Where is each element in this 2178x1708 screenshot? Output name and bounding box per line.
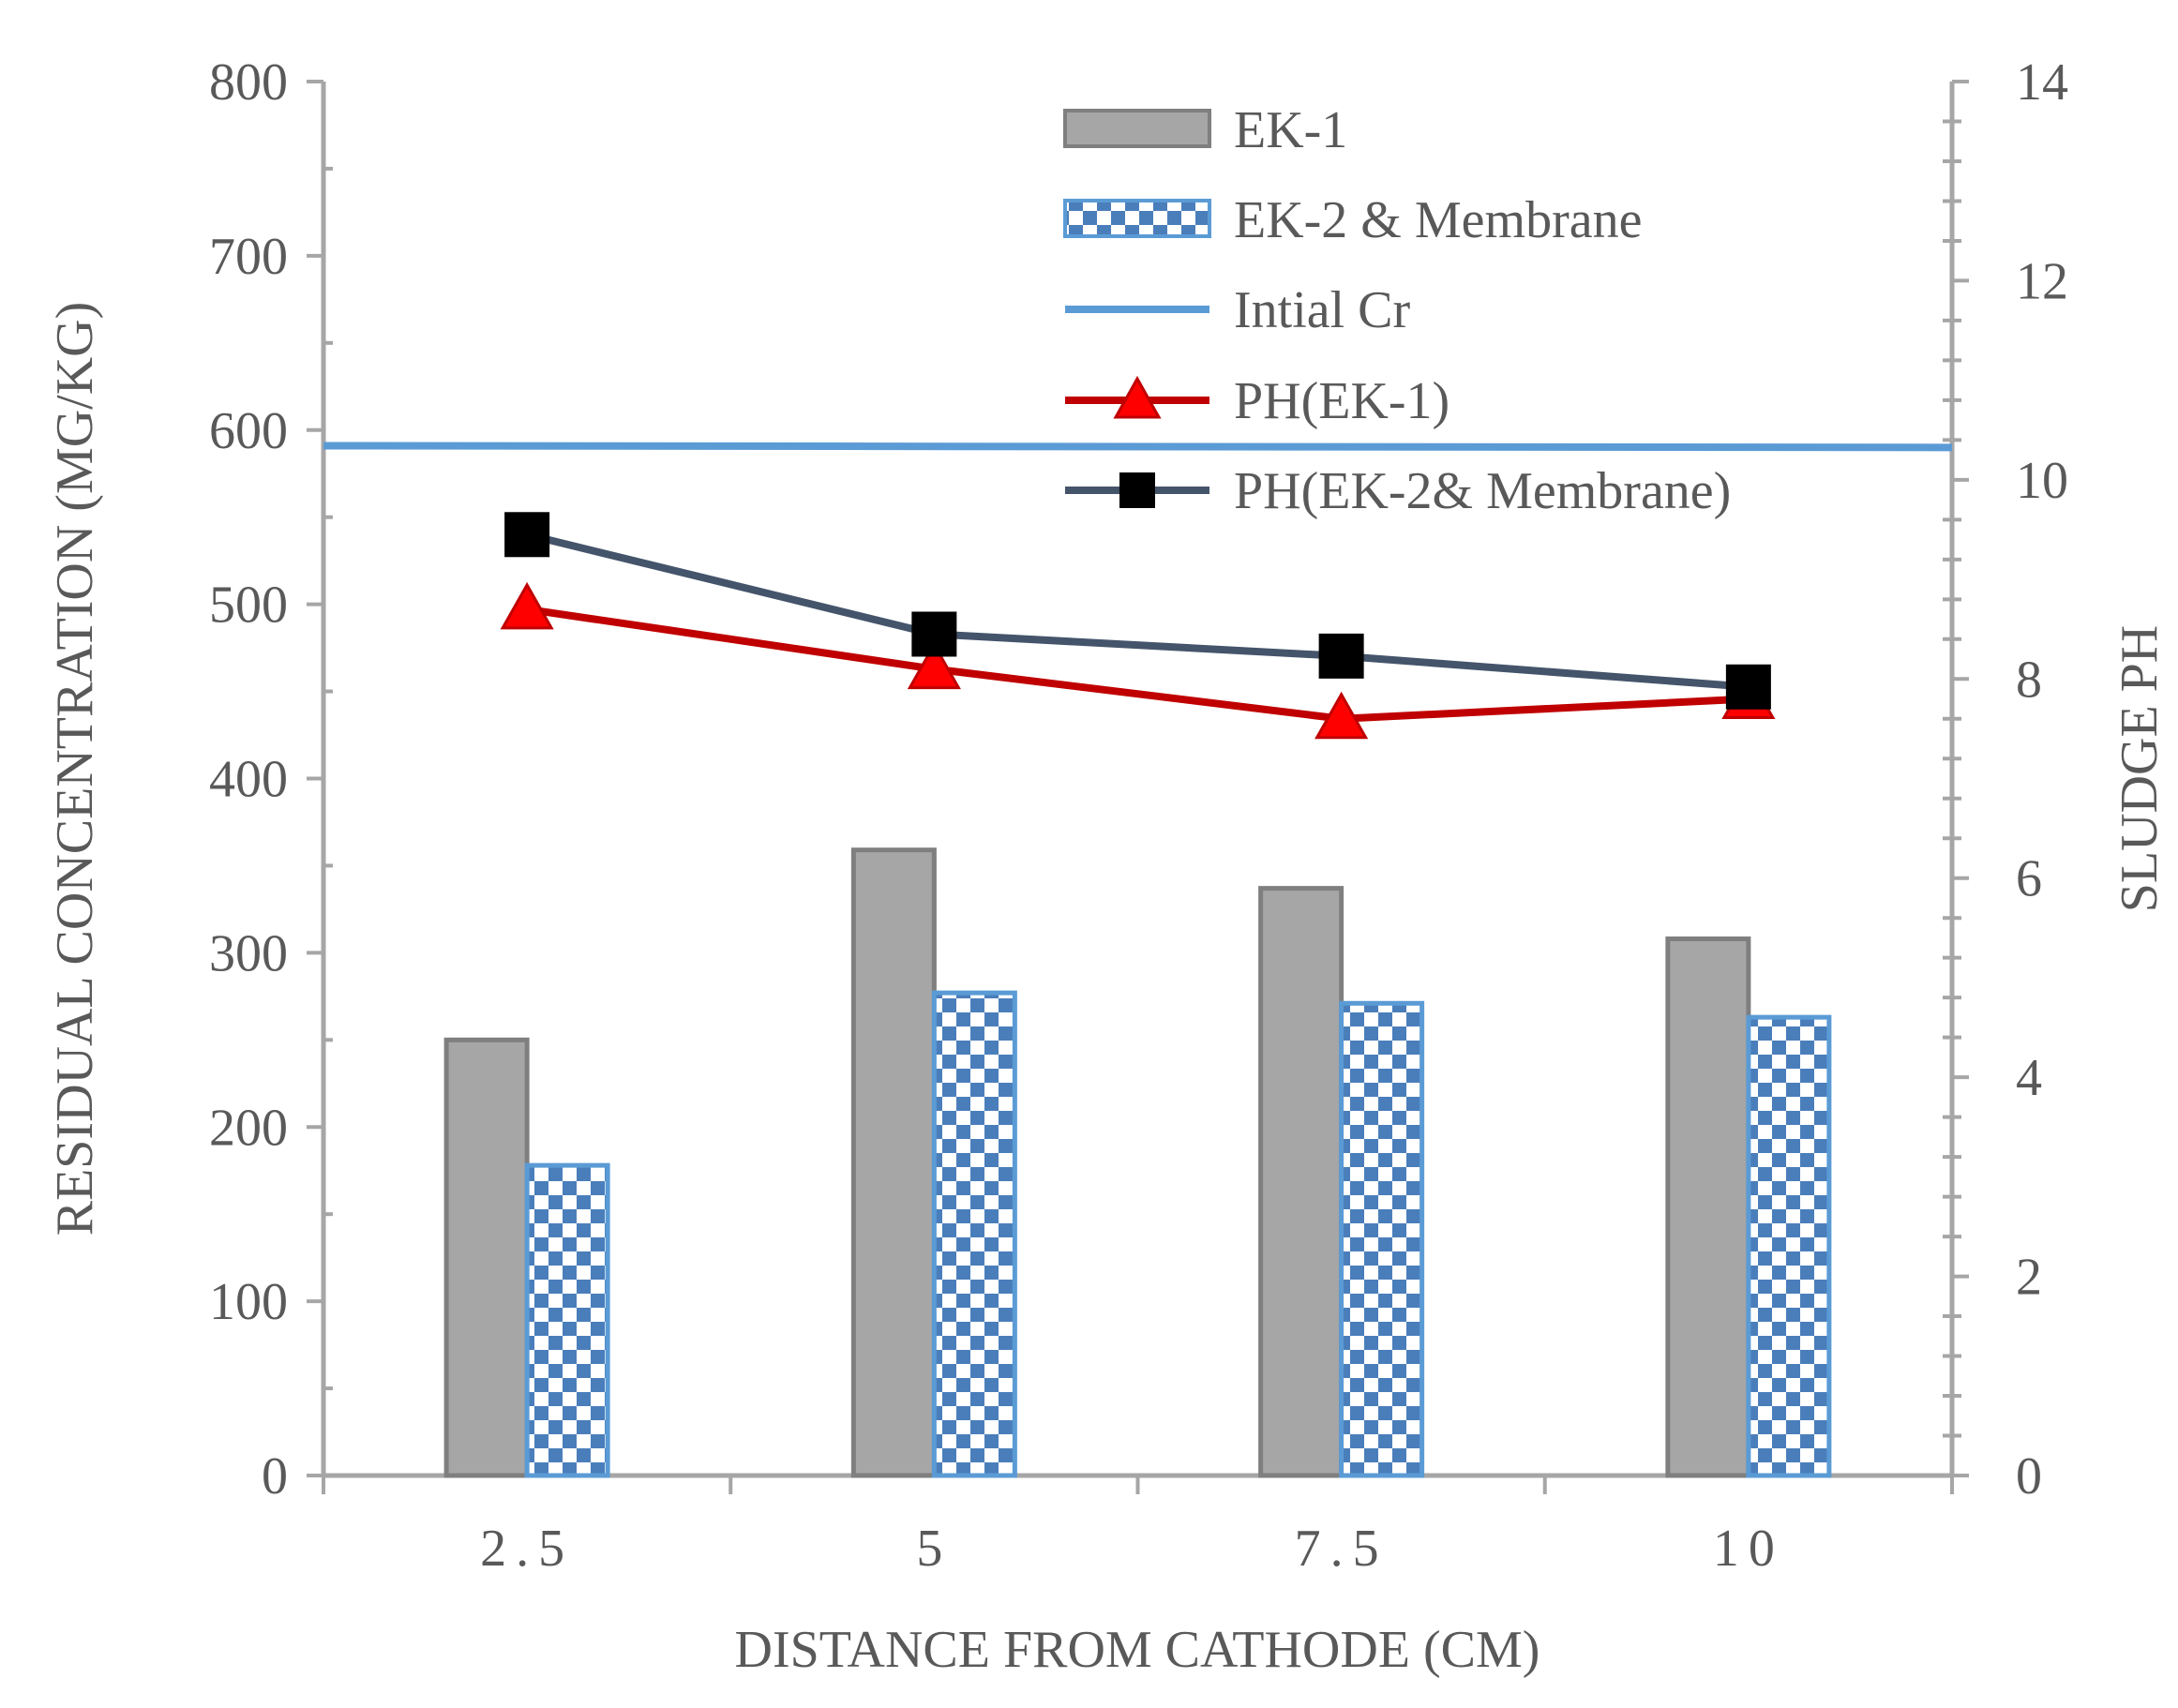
- legend-label-ek1: EK-1: [1234, 101, 1347, 159]
- y-tick-label: 700: [209, 228, 288, 286]
- y2-tick-label: 12: [2016, 252, 2068, 310]
- y2-tick-label: 2: [2016, 1249, 2042, 1307]
- ph-ek2-membrane-line: [526, 531, 1750, 691]
- y-tick-label: 200: [209, 1099, 288, 1157]
- bar-ek1: [1258, 886, 1344, 1478]
- x-tick-label: 7.5: [1295, 1520, 1389, 1578]
- ph-ek2-membrane-point: [911, 611, 957, 657]
- bar-ek2-membrane: [524, 1162, 610, 1478]
- y2-axis-title: SLUDGE PH: [2110, 625, 2169, 912]
- ph-ek1-point: [500, 581, 554, 630]
- bar-ek2-membrane: [931, 990, 1017, 1478]
- legend-swatch-ek1: [1063, 109, 1211, 148]
- y2-tick-label: 8: [2016, 651, 2042, 709]
- tick-labels: 0 100 200 300 400 500 600 700 800 0 2 4 6 8 10 12 14 2.5 5…: [209, 53, 2068, 1578]
- reference-lines: [323, 442, 1953, 452]
- legend-label-ek2-membrane: EK-2 & Membrane: [1234, 191, 1642, 249]
- legend-label-ph-ek1: PH(EK-1): [1234, 372, 1449, 430]
- y-tick-label: 800: [209, 53, 288, 112]
- ph-ek2-membrane-point: [1725, 664, 1771, 710]
- y-tick-label: 600: [209, 402, 288, 460]
- legend-swatch-ek2-membrane: [1063, 199, 1211, 238]
- legend-label-initial-cr: Intial Cr: [1234, 281, 1411, 339]
- ph-ek1-line: [526, 605, 1750, 723]
- y-tick-label: 400: [209, 751, 288, 809]
- legend-marker-ph-ek1: [1113, 375, 1162, 419]
- x-tick-label: 5: [916, 1520, 952, 1578]
- bars: [443, 847, 1832, 1478]
- y2-tick-label: 0: [2016, 1447, 2042, 1506]
- legend-label-ph-ek2-membrane: PH(EK-2& Membrane): [1234, 462, 1731, 520]
- ph-ek1-point: [1314, 691, 1369, 740]
- bar-ek1: [443, 1037, 530, 1478]
- bar-ek2-membrane: [1746, 1014, 1832, 1478]
- y2-tick-label: 6: [2016, 850, 2042, 908]
- legend-marker-ph-ek2-membrane: [1119, 472, 1155, 508]
- y2-tick-label: 10: [2016, 452, 2068, 510]
- y-tick-label: 300: [209, 924, 288, 982]
- y-axis-title: RESIDUAL CONCENTRATION (MG/KG): [46, 302, 104, 1236]
- y2-tick-label: 4: [2016, 1049, 2042, 1107]
- ph-ek2-membrane-point: [504, 512, 550, 558]
- y-tick-label: 500: [209, 577, 288, 635]
- y2-tick-label: 14: [2016, 53, 2068, 112]
- bar-ek2-membrane: [1339, 1000, 1425, 1478]
- x-tick-label: 2.5: [480, 1520, 574, 1578]
- initial-cr-line: [323, 442, 1953, 452]
- bar-ek1: [1665, 936, 1751, 1478]
- y-tick-label: 100: [209, 1273, 288, 1331]
- bar-ek1: [850, 847, 937, 1478]
- x-tick-label: 10: [1713, 1520, 1784, 1578]
- line-series: [500, 512, 1776, 740]
- ph-ek2-membrane-point: [1318, 633, 1364, 679]
- ph-ek1-point: [907, 641, 961, 690]
- y-tick-label: 0: [262, 1447, 288, 1506]
- legend: EK-1 EK-2 & Membrane Intial Cr PH(EK-1) …: [1063, 101, 1731, 520]
- x-axis-title: DISTANCE FROM CATHODE (CM): [735, 1621, 1540, 1679]
